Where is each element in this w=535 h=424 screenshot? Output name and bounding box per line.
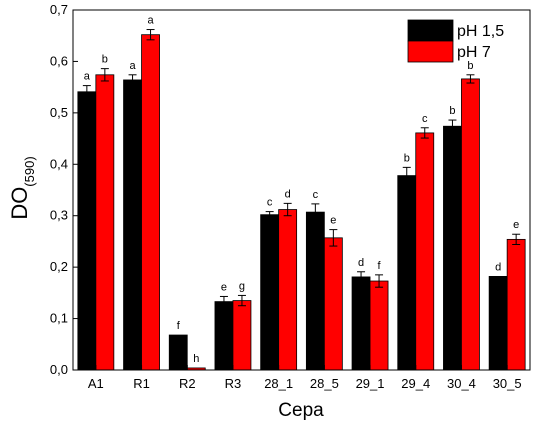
x-tick-label: 29_4 [401,376,430,391]
x-tick-label: R1 [133,376,150,391]
legend-label: pH 7 [457,44,491,61]
significance-label: d [285,188,291,200]
x-tick-label: 30_4 [447,376,476,391]
y-axis: 0,0 0,1 0,2 0,3 0,4 0,5 0,6 0,7 [50,2,78,377]
plot-frame [72,9,531,371]
x-tick-label: A1 [88,376,104,391]
bar [232,300,252,371]
bar [369,280,389,371]
bar [397,175,417,371]
x-tick-label: 28_5 [310,376,339,391]
bar [77,91,97,371]
y-tick-label: 0,0 [50,362,68,377]
bar [278,209,298,371]
bar [168,334,188,371]
x-axis-label: Сера [278,400,324,421]
y-tick-label: 0,5 [50,105,68,120]
significance-label: c [313,189,319,201]
bar [443,125,462,371]
y-axis-label-main: DO [7,187,32,220]
y-axis-label-subscript: (590) [22,156,37,186]
bar [214,301,234,371]
significance-label: a [129,60,136,72]
significance-label: c [267,197,273,209]
bar [488,275,508,371]
significance-label: a [147,15,154,27]
bar [141,34,160,371]
x-tick-label: R2 [179,376,196,391]
significance-label: e [330,215,336,227]
legend-swatch [407,40,454,63]
x-tick-label: R3 [225,376,242,391]
significance-label: b [467,60,473,72]
significance-label: h [193,353,199,365]
significance-label: f [378,260,382,272]
significance-label: g [239,280,245,292]
bar [305,211,325,371]
x-tick-label: 28_1 [264,376,293,391]
bar [95,74,115,371]
bar [123,79,142,371]
y-tick-label: 0,3 [50,208,68,223]
significance-label: d [495,261,501,273]
bar [260,214,280,371]
x-tick-label: 30_5 [493,376,522,391]
bar [461,78,480,371]
bar [506,238,526,371]
significance-label: b [404,152,410,164]
significance-label: e [221,281,227,293]
significance-label: e [513,219,519,231]
significance-label: b [449,105,455,117]
y-tick-label: 0,4 [50,156,68,171]
y-tick-label: 0,7 [50,2,68,17]
significance-label: a [84,71,91,83]
significance-label: d [358,257,364,269]
significance-label: b [102,54,108,66]
y-tick-label: 0,2 [50,259,68,274]
x-axis: A1 R1 R2 R3 28_1 28_5 29_1 29_4 30_4 30_5 [88,365,522,391]
legend: pH 1,5 pH 7 [407,19,504,63]
bar [323,237,343,371]
y-axis-label: DO(590) [7,156,37,219]
y-tick-label: 0,1 [50,311,68,326]
legend-swatch [407,19,454,42]
significance-label: f [177,320,181,332]
bar [351,276,371,371]
bar [415,132,435,371]
y-tick-label: 0,6 [50,53,68,68]
legend-label: pH 1,5 [457,23,504,40]
significance-label: c [422,113,428,125]
x-tick-label: 29_1 [356,376,385,391]
